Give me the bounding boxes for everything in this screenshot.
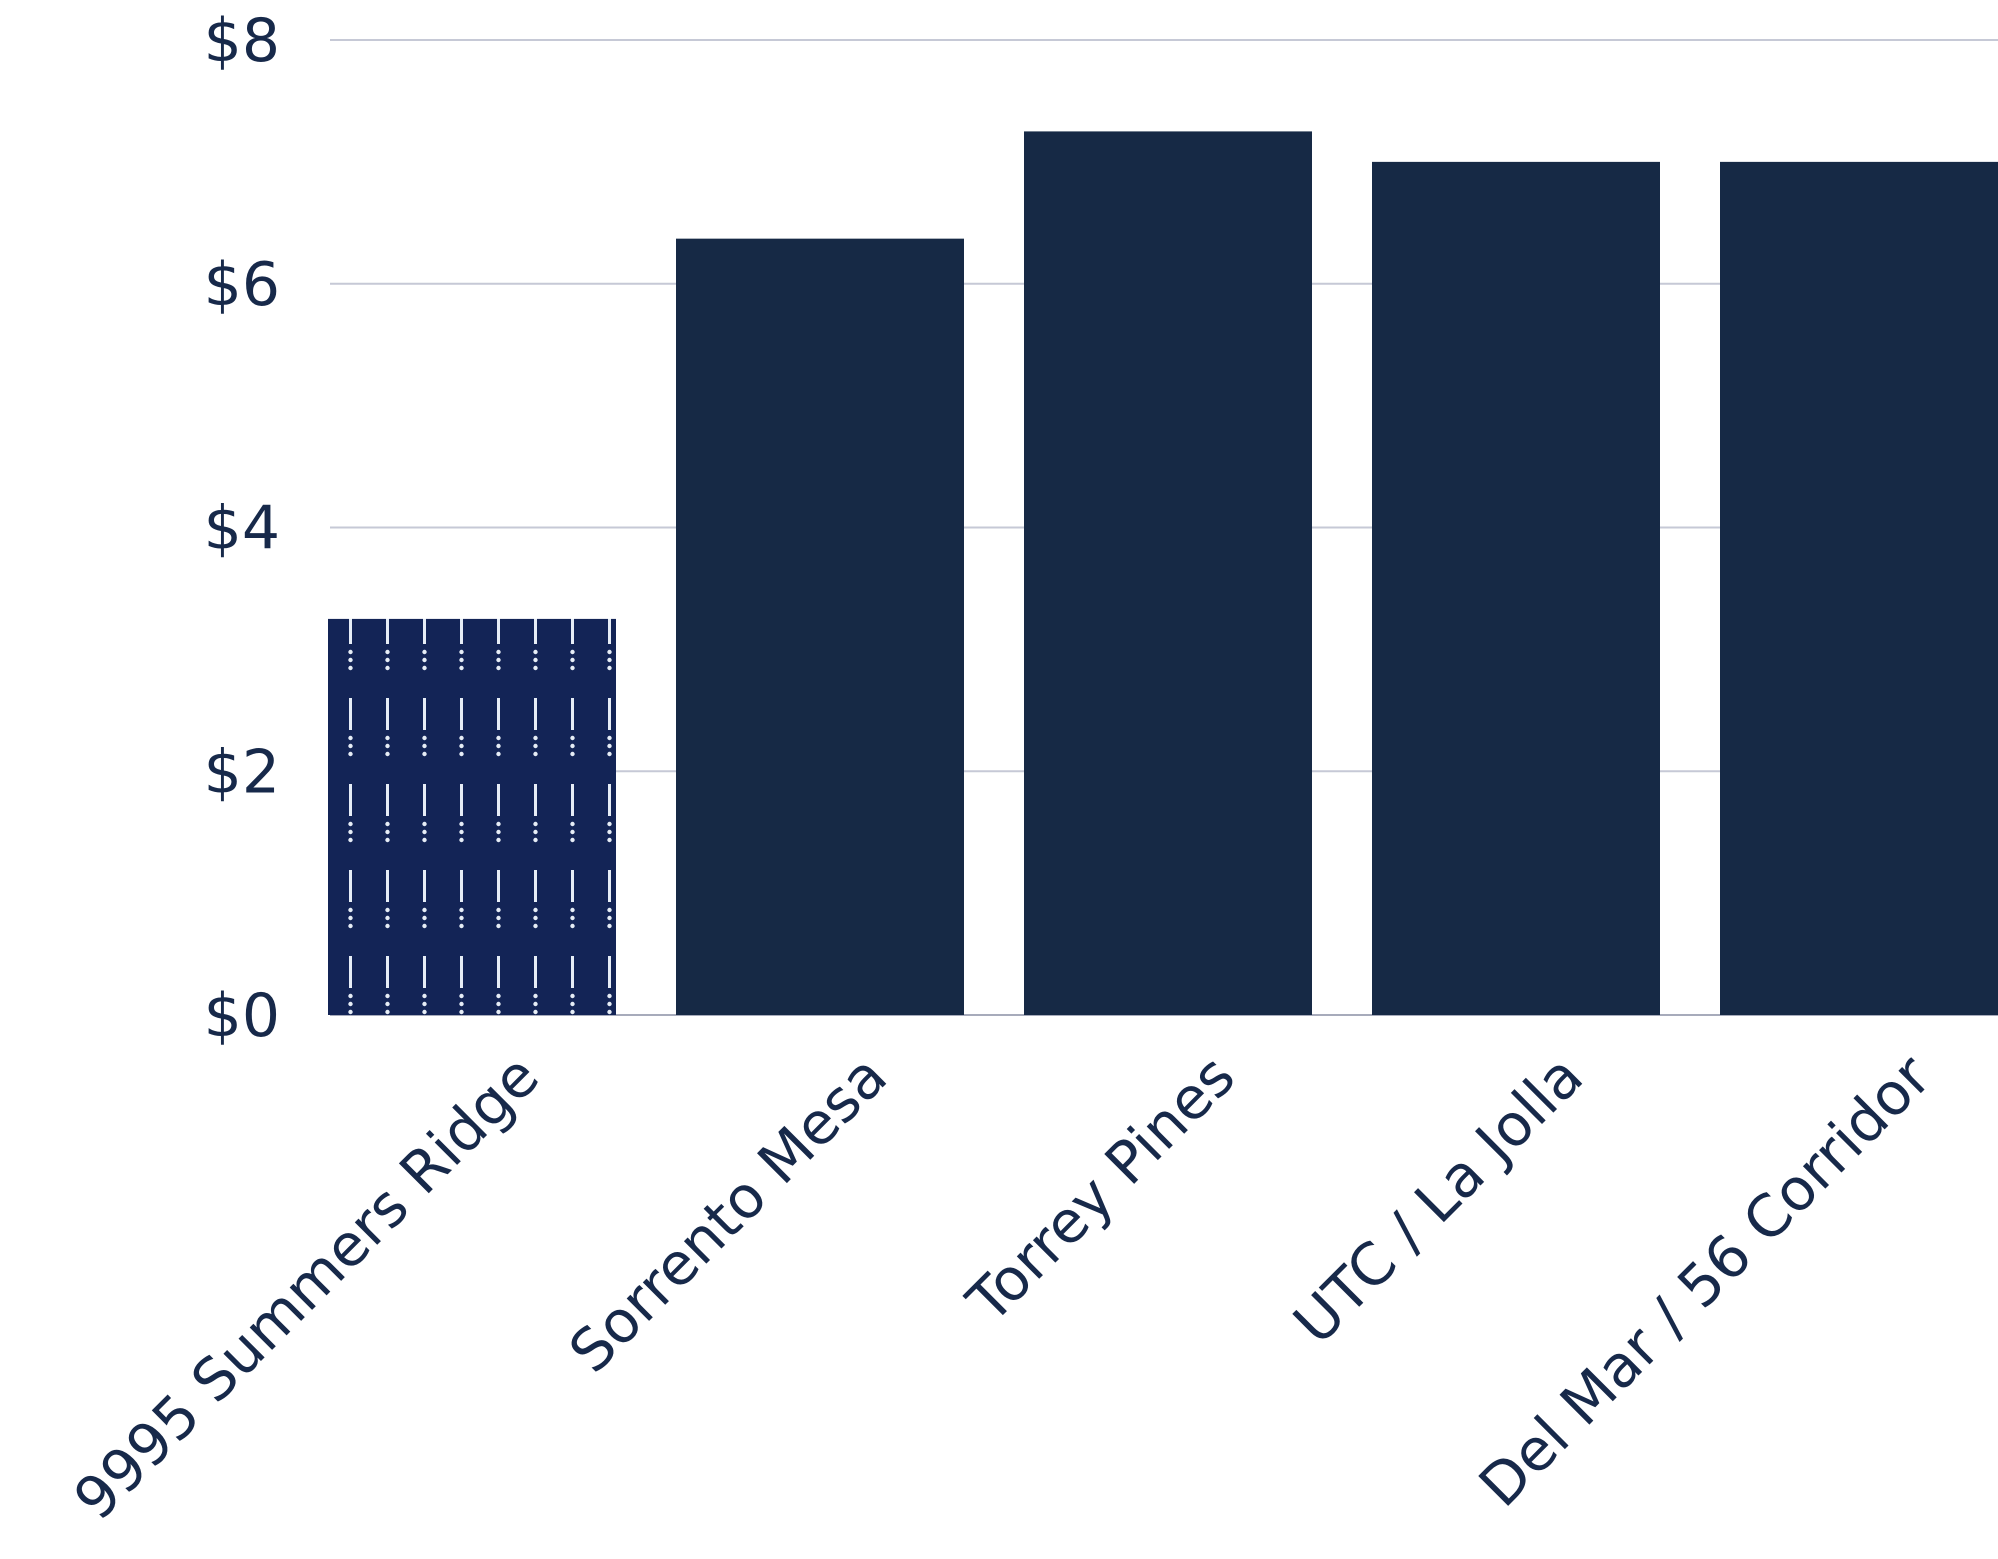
bar <box>1372 161 1660 1015</box>
x-tick-label: Sorrento Mesa <box>556 1042 900 1386</box>
bar <box>676 238 964 1015</box>
x-tick-label: UTC / La Jolla <box>1280 1042 1595 1357</box>
bar-highlighted <box>328 618 616 1015</box>
bar <box>1720 161 1998 1015</box>
y-axis: $0 $2 $4 $6 $8 <box>204 6 280 1051</box>
y-tick-label: $8 <box>204 6 280 76</box>
x-tick-label: Torrey Pines <box>953 1042 1247 1336</box>
y-tick-label: $0 <box>204 981 280 1051</box>
x-tick-label: 9995 Summers Ridge <box>61 1042 552 1533</box>
y-tick-label: $2 <box>204 737 280 807</box>
bar <box>1024 131 1312 1015</box>
y-tick-label: $4 <box>204 494 280 564</box>
bars <box>328 131 1998 1015</box>
y-tick-label: $6 <box>204 250 280 320</box>
x-axis: 9995 Summers Ridge Sorrento Mesa Torrey Pi… <box>61 1042 1944 1533</box>
